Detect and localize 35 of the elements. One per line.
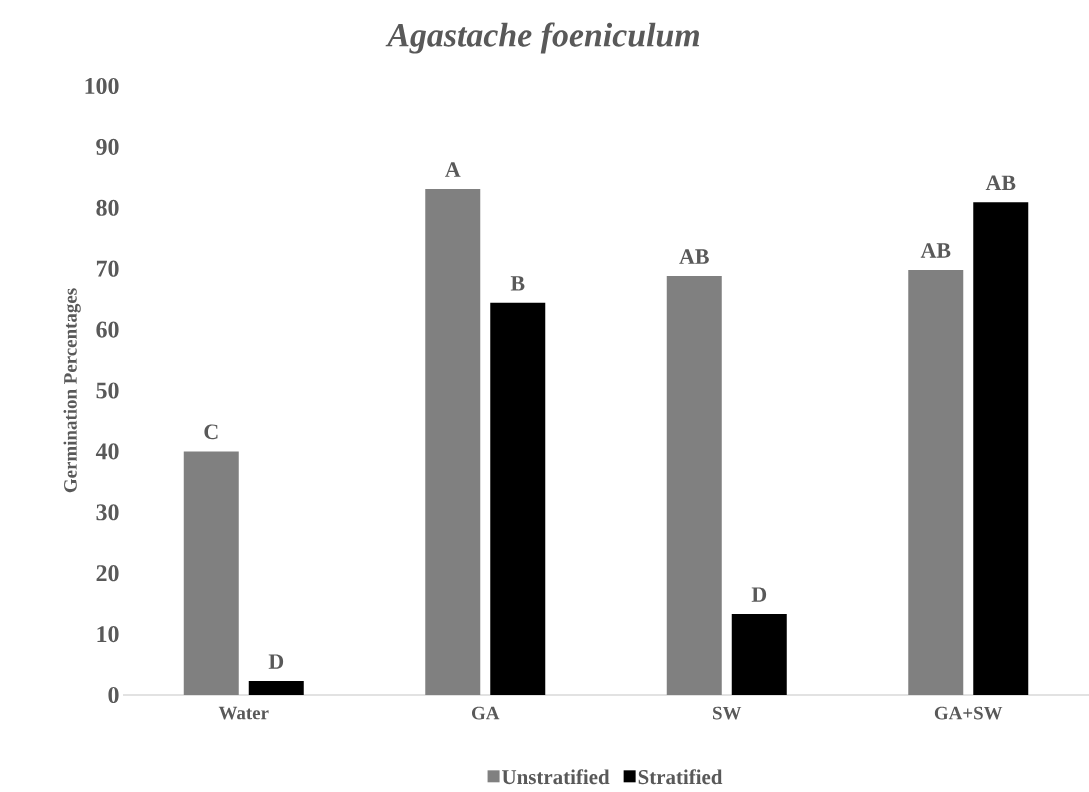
y-tick-label: 100: [85, 77, 119, 95]
chart-title: Agastache foeniculum: [385, 22, 700, 54]
y-tick-label: 10: [97, 626, 119, 643]
y-tick-label: 70: [96, 260, 119, 277]
bar: [908, 269, 964, 695]
legend-label: Unstratified: [502, 769, 610, 785]
annotation: C: [204, 424, 218, 440]
y-tick-label: 60: [96, 321, 119, 338]
annotation: AB: [679, 249, 709, 264]
y-tick-label: 90: [96, 138, 119, 155]
y-tick-label: 20: [96, 565, 119, 582]
x-tick-label: Water: [218, 706, 269, 720]
x-tick-label: SW: [713, 706, 742, 720]
annotation: AB: [985, 175, 1016, 191]
bar: [973, 202, 1029, 695]
annotation: AB: [920, 243, 951, 258]
bar: [731, 613, 787, 695]
bar: [183, 451, 239, 695]
annotation: D: [751, 587, 767, 602]
annotation: A: [445, 162, 461, 177]
x-tick-label: GA+SW: [934, 706, 1003, 720]
y-tick-label: 80: [96, 199, 119, 216]
y-tick-label: 30: [96, 504, 119, 521]
annotation: D: [268, 654, 284, 669]
bar: [490, 302, 546, 695]
y-tick-label: 0: [108, 686, 119, 704]
bar: [425, 188, 481, 695]
legend-label: Stratified: [638, 769, 723, 785]
y-tick-label: 50: [96, 382, 119, 399]
y-axis-title: Germination Percentages: [63, 288, 81, 493]
y-tick-label: 40: [95, 443, 119, 460]
annotation: B: [510, 276, 525, 291]
x-tick-label: GA: [471, 706, 500, 720]
bar: [248, 680, 304, 695]
bar: [666, 275, 722, 695]
